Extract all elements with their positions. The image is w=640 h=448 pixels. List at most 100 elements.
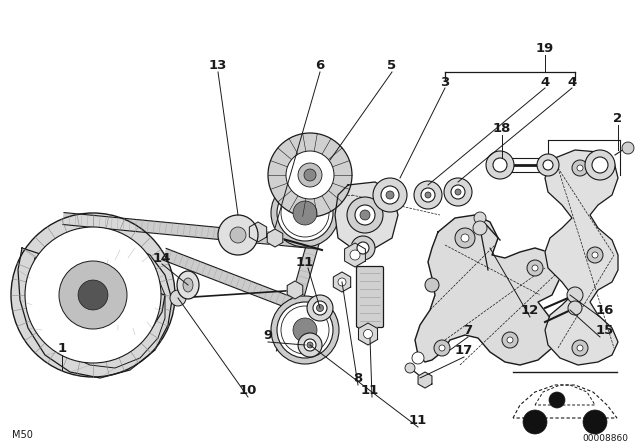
- Text: 11: 11: [361, 383, 379, 396]
- Circle shape: [338, 278, 346, 286]
- Circle shape: [304, 169, 316, 181]
- Text: 7: 7: [463, 323, 472, 336]
- Text: 00008860: 00008860: [582, 434, 628, 443]
- Circle shape: [277, 185, 333, 241]
- Text: 6: 6: [316, 59, 324, 72]
- Polygon shape: [287, 281, 303, 299]
- Text: 10: 10: [239, 383, 257, 396]
- Circle shape: [25, 227, 161, 363]
- Ellipse shape: [177, 271, 199, 299]
- Circle shape: [307, 342, 313, 348]
- Circle shape: [502, 332, 518, 348]
- Text: M50: M50: [12, 430, 33, 440]
- Circle shape: [360, 210, 370, 220]
- Circle shape: [451, 185, 465, 199]
- Text: 12: 12: [521, 303, 539, 316]
- Text: 18: 18: [493, 121, 511, 134]
- Polygon shape: [415, 215, 560, 365]
- Text: 9: 9: [264, 328, 273, 341]
- Circle shape: [425, 278, 439, 292]
- Text: 16: 16: [596, 303, 614, 316]
- Circle shape: [532, 265, 538, 271]
- Circle shape: [572, 160, 588, 176]
- Circle shape: [507, 337, 513, 343]
- Polygon shape: [545, 150, 618, 365]
- Circle shape: [317, 305, 323, 311]
- Polygon shape: [250, 222, 267, 242]
- Circle shape: [592, 157, 608, 173]
- Circle shape: [218, 215, 258, 255]
- Circle shape: [549, 392, 565, 408]
- Circle shape: [78, 280, 108, 310]
- Text: 3: 3: [440, 76, 450, 89]
- Polygon shape: [276, 189, 333, 354]
- Circle shape: [585, 150, 615, 180]
- Circle shape: [583, 410, 607, 434]
- Circle shape: [405, 363, 415, 373]
- Circle shape: [412, 352, 424, 364]
- Circle shape: [527, 260, 543, 276]
- Circle shape: [268, 133, 352, 217]
- Circle shape: [364, 329, 372, 339]
- Circle shape: [347, 197, 383, 233]
- Text: 8: 8: [353, 371, 363, 384]
- Circle shape: [523, 410, 547, 434]
- Circle shape: [461, 234, 469, 242]
- Circle shape: [281, 189, 329, 237]
- Circle shape: [587, 247, 603, 263]
- Text: 11: 11: [409, 414, 427, 426]
- Text: 13: 13: [209, 59, 227, 72]
- Text: 11: 11: [296, 255, 314, 268]
- Circle shape: [307, 295, 333, 321]
- Circle shape: [350, 250, 360, 260]
- Circle shape: [486, 151, 514, 179]
- Circle shape: [286, 151, 334, 199]
- Circle shape: [414, 181, 442, 209]
- Circle shape: [543, 160, 553, 170]
- Circle shape: [386, 191, 394, 199]
- Text: 15: 15: [596, 323, 614, 336]
- Circle shape: [425, 192, 431, 198]
- Polygon shape: [335, 182, 398, 248]
- Circle shape: [537, 154, 559, 176]
- Polygon shape: [63, 212, 317, 249]
- Polygon shape: [344, 243, 365, 267]
- Circle shape: [11, 213, 175, 377]
- Circle shape: [313, 301, 327, 315]
- Circle shape: [622, 142, 634, 154]
- Text: 1: 1: [58, 341, 67, 354]
- Text: 17: 17: [455, 344, 473, 357]
- Circle shape: [577, 165, 583, 171]
- Text: 14: 14: [153, 251, 171, 264]
- Text: 19: 19: [536, 42, 554, 55]
- FancyBboxPatch shape: [356, 267, 383, 327]
- Circle shape: [381, 186, 399, 204]
- Circle shape: [434, 340, 450, 356]
- Circle shape: [357, 242, 369, 254]
- Polygon shape: [18, 248, 172, 378]
- Text: 4: 4: [568, 76, 577, 89]
- Circle shape: [568, 301, 582, 315]
- Circle shape: [567, 287, 583, 303]
- Circle shape: [304, 339, 316, 351]
- Polygon shape: [333, 272, 351, 292]
- Circle shape: [298, 333, 322, 357]
- Circle shape: [592, 252, 598, 258]
- Polygon shape: [418, 372, 432, 388]
- Circle shape: [473, 221, 487, 235]
- Circle shape: [455, 228, 475, 248]
- Circle shape: [493, 158, 507, 172]
- Text: 4: 4: [540, 76, 550, 89]
- Text: 2: 2: [613, 112, 623, 125]
- Text: 5: 5: [387, 59, 397, 72]
- Circle shape: [271, 296, 339, 364]
- Circle shape: [455, 189, 461, 195]
- Circle shape: [277, 302, 333, 358]
- Ellipse shape: [183, 278, 193, 292]
- Circle shape: [59, 261, 127, 329]
- Circle shape: [373, 178, 407, 212]
- Circle shape: [298, 163, 322, 187]
- Circle shape: [351, 236, 375, 260]
- Circle shape: [293, 201, 317, 225]
- Circle shape: [577, 345, 583, 351]
